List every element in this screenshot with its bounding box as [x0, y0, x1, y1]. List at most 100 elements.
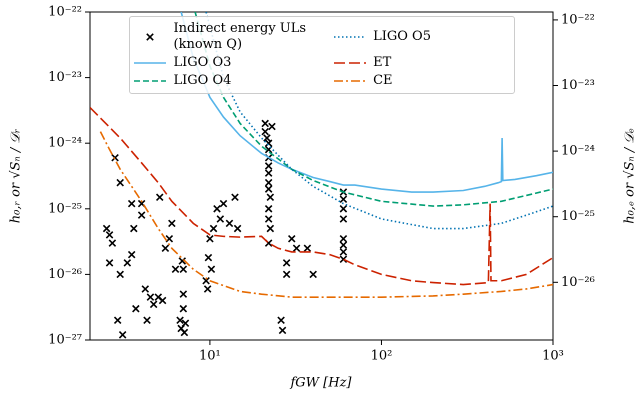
scatter-point [127, 199, 136, 208]
scatter-point [207, 265, 216, 273]
y-tick-label: 10⁻²⁴ [48, 136, 82, 151]
scatter-point [155, 193, 164, 202]
legend-symbol [145, 33, 154, 41]
x-tick-label: 10² [371, 349, 393, 364]
scatter-point [179, 304, 188, 313]
scatter-point [339, 234, 348, 243]
legend-entry: ET [332, 55, 512, 71]
y-tick-label: 10⁻²⁶ [48, 267, 82, 282]
plot-frame [89, 11, 554, 341]
legend-swatch [133, 62, 166, 64]
scatter-point [292, 244, 301, 253]
scatter-point [178, 257, 187, 265]
legend-label: LIGO O4 [173, 73, 232, 88]
scatter-point [213, 205, 221, 213]
scatter-point [127, 250, 136, 259]
scatter-point [141, 285, 150, 293]
scatter-point [263, 134, 271, 142]
legend-label: Indirect energy ULs (known Q) [173, 21, 307, 52]
y2-tick-label: 10⁻²² [561, 12, 595, 27]
scatter-point [264, 215, 273, 223]
scatter-point [339, 205, 348, 213]
scatter-point [219, 199, 228, 208]
scatter-point [339, 255, 348, 264]
y2-tick-label: 10⁻²³ [561, 78, 595, 93]
scatter-point [261, 119, 269, 128]
legend-swatch [333, 62, 366, 64]
scatter-point [179, 290, 188, 298]
y-axis-label: h₀,ᵣ or √Sₙ / 𝒟ᵣ [9, 128, 24, 223]
scatter-point [309, 270, 317, 279]
scatter-point [264, 169, 273, 177]
scatter-point [168, 219, 176, 228]
scatter-point [118, 331, 127, 339]
scatter-point [123, 259, 132, 267]
scatter-point [116, 178, 124, 187]
scatter-point [108, 239, 117, 247]
legend-entry: LIGO O3 [132, 55, 332, 71]
y-tick-label: 10⁻²⁷ [48, 333, 82, 348]
scatter-point [282, 270, 291, 279]
scatter-point [158, 296, 167, 305]
scatter-point [130, 224, 138, 233]
scatter-point [149, 300, 158, 309]
legend-label: LIGO O5 [373, 29, 431, 44]
scatter-point [268, 122, 276, 131]
scatter-point [231, 193, 239, 202]
scatter-point [113, 316, 122, 325]
scatter-point [264, 185, 273, 193]
y2-tick-label: 10⁻²⁶ [561, 275, 595, 290]
scatter-point [264, 162, 273, 170]
scatter-point [161, 244, 170, 253]
legend-label: ET [373, 55, 392, 70]
scatter-point [303, 244, 312, 253]
scatter-point [165, 234, 174, 243]
legend-swatch [145, 33, 154, 41]
scatter-point [143, 316, 151, 325]
x-tick-label: 10³ [542, 349, 564, 364]
scatter-point [105, 231, 114, 239]
scatter-point [180, 328, 189, 337]
scatter-point [264, 205, 273, 213]
scatter-point [137, 211, 146, 219]
x-axis-label: fGW [Hz] [289, 376, 352, 391]
line-series [205, 12, 553, 230]
legend: Indirect energy ULs (known Q) LIGO O5 LIGO… [128, 16, 515, 94]
scatter-point [202, 276, 210, 285]
x-tick-label: 10¹ [199, 349, 221, 364]
line-series [180, 12, 553, 193]
scatter-point [111, 153, 119, 162]
scatter-point [339, 241, 348, 249]
scatter-point [266, 224, 275, 233]
scatter-point [116, 270, 124, 279]
scatter-point [203, 285, 212, 293]
legend-swatch [333, 36, 366, 38]
legend-entry: Indirect energy ULs (known Q) [132, 21, 332, 53]
scatter-point [339, 215, 348, 223]
legend-entry: CE [332, 73, 512, 89]
scatter-point [278, 326, 287, 335]
line-series [99, 131, 553, 298]
scatter-point [102, 224, 111, 233]
y2-tick-label: 10⁻²⁵ [561, 209, 595, 224]
scatter-point [261, 127, 269, 136]
legend-swatch [333, 80, 366, 82]
scatter-point [176, 316, 184, 325]
y-tick-label: 10⁻²³ [48, 70, 82, 85]
scatter-point [277, 316, 285, 325]
scatter-point [132, 304, 140, 313]
plot-area [90, 12, 553, 339]
line-series [90, 106, 553, 286]
legend-swatch [133, 80, 166, 82]
scatter-point [181, 319, 190, 328]
legend-entry: LIGO O5 [332, 21, 512, 53]
scatter-point [339, 195, 348, 203]
scatter-point [264, 178, 273, 187]
scatter-point [105, 259, 114, 267]
scatter-point [206, 234, 214, 243]
legend-entry: LIGO O4 [132, 73, 332, 89]
scatter-point [171, 265, 180, 273]
scatter-point [179, 265, 188, 273]
